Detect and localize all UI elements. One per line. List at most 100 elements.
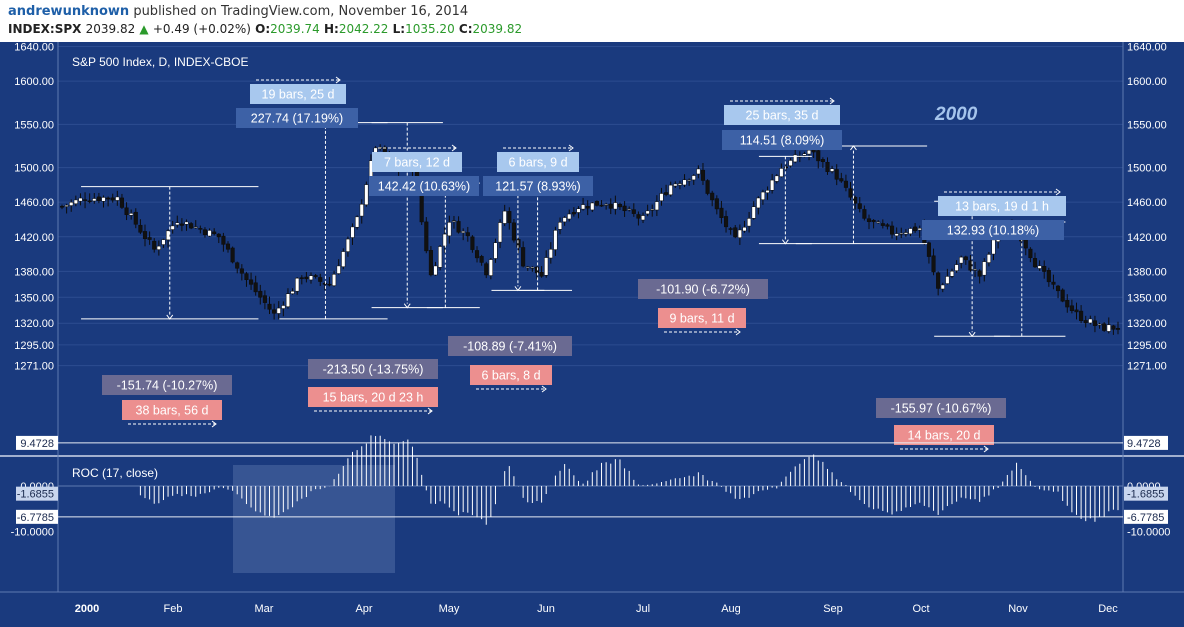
value-label-box <box>483 176 593 196</box>
candle <box>225 243 231 250</box>
candle <box>166 230 171 241</box>
candle <box>544 257 549 276</box>
candle <box>991 239 996 255</box>
candle <box>816 150 821 162</box>
candle <box>189 223 194 229</box>
indicator-tick-left: -6.7785 <box>17 512 54 524</box>
low-label: L: <box>392 22 406 36</box>
y-tick-label-left: 1420.00 <box>14 232 54 244</box>
candle <box>276 307 281 314</box>
candle <box>664 192 669 195</box>
candle <box>534 266 540 274</box>
candle <box>193 226 198 229</box>
price-change: +0.49 (+0.02%) <box>152 22 251 36</box>
candle <box>940 284 945 290</box>
arrow-head <box>541 385 547 393</box>
candle <box>567 213 572 220</box>
y-tick-label-right: 1420.00 <box>1127 232 1167 244</box>
arrow-head <box>403 303 411 309</box>
value-label-box <box>638 279 768 299</box>
last-price: 2039.82 <box>85 22 136 36</box>
candle <box>1032 258 1038 268</box>
value-label-box <box>102 375 232 395</box>
candle <box>594 201 599 206</box>
candle <box>1042 266 1047 272</box>
candle <box>350 226 355 238</box>
candle <box>465 232 470 237</box>
candle <box>119 197 124 208</box>
candle <box>876 221 881 224</box>
candle <box>627 208 632 211</box>
candle <box>461 231 466 233</box>
candle <box>839 178 844 182</box>
indicator-tag-left <box>16 435 58 450</box>
y-tick-label-right: 1500.00 <box>1127 163 1167 175</box>
candle <box>723 216 729 228</box>
candle <box>92 198 97 202</box>
candle <box>548 249 553 259</box>
candle <box>622 205 627 212</box>
y-tick-label-right: 1271.00 <box>1127 361 1167 373</box>
candle <box>521 247 526 267</box>
candle <box>364 184 369 206</box>
candle <box>488 259 493 276</box>
candle <box>903 232 908 235</box>
candle <box>179 223 184 226</box>
candle <box>96 196 101 201</box>
candle <box>710 192 715 201</box>
candle <box>931 255 936 273</box>
arrow-head <box>983 445 989 453</box>
candle <box>788 160 793 167</box>
annotations-group: -151.74 (-10.27%) 38 bars, 56 d 227.74 (17… <box>81 76 1066 453</box>
candle <box>244 273 249 281</box>
candle <box>438 246 443 268</box>
candle <box>857 203 862 209</box>
arrow-head <box>451 144 457 152</box>
candle <box>493 242 498 259</box>
candle <box>986 254 991 263</box>
candle <box>502 210 507 224</box>
candle <box>73 199 78 204</box>
close-label: C: <box>458 22 473 36</box>
y-tick-label-right: 1380.00 <box>1127 266 1167 278</box>
open-label: O: <box>255 22 271 36</box>
x-tick-label: Oct <box>912 603 929 615</box>
candle <box>1023 239 1028 249</box>
publish-line: andrewunknown published on TradingView.c… <box>8 4 468 19</box>
candle <box>281 305 286 309</box>
candle <box>235 262 240 269</box>
y-tick-label-right: 1600.00 <box>1127 76 1167 88</box>
y-tick-label-left: 1550.00 <box>14 119 54 131</box>
candle <box>1065 300 1070 308</box>
arrow-head <box>781 239 789 245</box>
y-tick-label-left: 1640.00 <box>14 42 54 54</box>
x-tick-label: Dec <box>1098 603 1118 615</box>
arrow-head <box>1055 188 1061 196</box>
bars-label: 38 bars, 56 d <box>136 404 209 418</box>
chart-canvas[interactable]: S&P 500 Index, D, INDEX-CBOE 2000 1640.00 1… <box>0 42 1184 627</box>
candle <box>59 206 65 208</box>
candle <box>69 202 74 206</box>
arrow-head <box>335 76 341 84</box>
candle <box>631 209 636 214</box>
x-tick-label: Sep <box>823 603 843 615</box>
author-link[interactable]: andrewunknown <box>8 4 130 19</box>
y-tick-label-left: 1320.00 <box>14 318 54 330</box>
candle <box>880 223 885 226</box>
bars-label-box <box>122 400 222 420</box>
value-label: -151.74 (-10.27%) <box>117 379 218 393</box>
candle <box>806 149 812 155</box>
indicator-tag-right <box>1124 435 1168 450</box>
candle <box>498 222 503 243</box>
value-label-box <box>448 336 572 356</box>
candle <box>982 261 987 276</box>
publish-text: published on TradingView.com, November 1… <box>129 4 469 19</box>
candle <box>525 266 530 269</box>
chart-area[interactable]: S&P 500 Index, D, INDEX-CBOE 2000 1640.00 1… <box>0 42 1184 627</box>
candle <box>327 283 332 286</box>
candle <box>747 218 752 227</box>
candle <box>511 222 516 241</box>
low-value: 1035.20 <box>405 22 455 36</box>
bars-label-box <box>470 365 552 385</box>
indicator-tick-right: -10.0000 <box>1127 527 1170 539</box>
